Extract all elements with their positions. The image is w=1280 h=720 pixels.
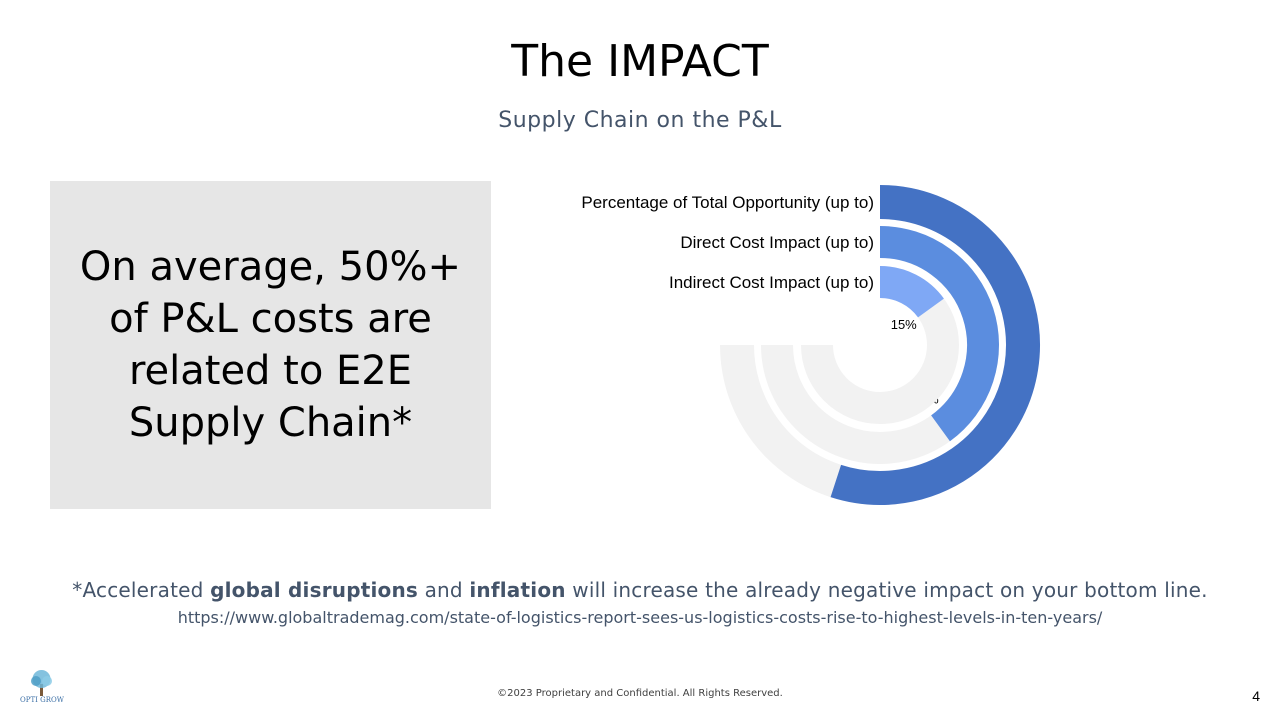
footnote-bold-disruptions: global disruptions	[210, 578, 419, 602]
footnote-mid: and	[418, 578, 470, 602]
value-label-3: 15%	[891, 317, 917, 332]
copyright-text: ©2023 Proprietary and Confidential. All …	[497, 688, 783, 699]
series-label-2: Direct Cost Impact (up to)	[680, 233, 874, 252]
source-link[interactable]: https://www.globaltrademag.com/state-of-…	[177, 608, 1103, 627]
series-label-3: Indirect Cost Impact (up to)	[669, 273, 874, 292]
page-number: 4	[1252, 688, 1260, 704]
ring-bar-2	[879, 226, 999, 442]
callout-text: On average, 50%+ of P&L costs are relate…	[79, 244, 462, 446]
company-logo: OPTI GROW	[20, 670, 65, 704]
tree-icon	[31, 670, 52, 696]
ring-bar-1	[830, 185, 1040, 505]
slide-title: The IMPACT	[511, 36, 769, 87]
series-label-1: Percentage of Total Opportunity (up to)	[581, 193, 874, 212]
logo-text: OPTI GROW	[20, 696, 65, 704]
footnote-bold-inflation: inflation	[469, 578, 566, 602]
radial-bar-chart: 55%Percentage of Total Opportunity (up t…	[581, 185, 1040, 505]
footnote-prefix: *Accelerated	[72, 578, 211, 602]
footnote: *Accelerated global disruptions and infl…	[0, 578, 1280, 602]
slide-subtitle: Supply Chain on the P&L	[498, 108, 782, 133]
callout-box: On average, 50%+ of P&L costs are relate…	[50, 181, 491, 509]
ring-bar-3	[879, 266, 944, 318]
footnote-suffix: will increase the already negative impac…	[565, 578, 1208, 602]
